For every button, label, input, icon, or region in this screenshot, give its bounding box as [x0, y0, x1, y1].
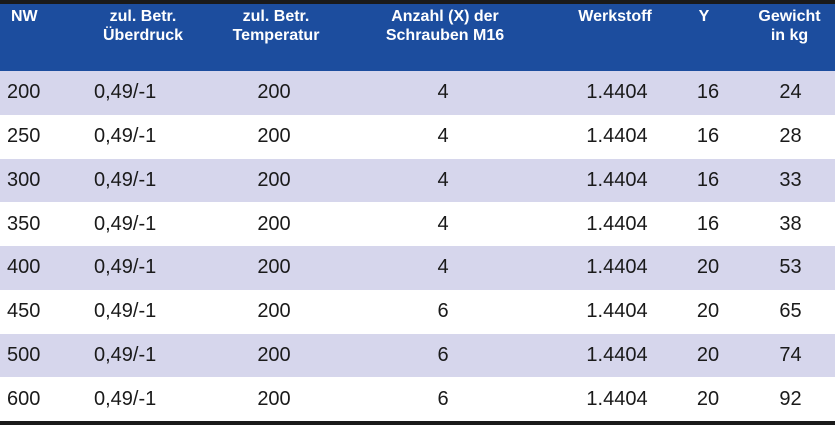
header-material-line1: Werkstoff: [578, 8, 652, 25]
header-screws: Anzahl (X) der Schrauben M16: [348, 4, 538, 71]
cell-pressure: 0,49/-1: [94, 387, 157, 410]
cell-y: 20: [696, 256, 720, 279]
cell-screws: 6: [437, 343, 449, 366]
table-row: 200 0,49/-1 200 4 1.4404 16 24: [0, 71, 835, 115]
cell-weight: 53: [779, 256, 802, 279]
cell-material: 1.4404: [586, 343, 648, 366]
header-temperature-line1: zul. Betr.: [242, 8, 310, 25]
cell-y: 16: [696, 212, 720, 235]
table-bottom-rule: [0, 421, 835, 425]
cell-y: 16: [696, 168, 720, 191]
cell-temperature: 200: [257, 168, 291, 191]
cell-weight: 24: [779, 81, 802, 104]
header-weight-line1: Gewicht: [758, 8, 821, 25]
header-nw-line1: NW: [11, 8, 38, 25]
cell-material: 1.4404: [586, 81, 648, 104]
header-nw: NW: [0, 4, 70, 71]
cell-nw: 300: [7, 168, 41, 191]
cell-y: 20: [696, 300, 720, 323]
header-pressure-line1: zul. Betr.: [109, 8, 177, 25]
header-y: Y: [668, 4, 738, 71]
cell-nw: 400: [7, 256, 41, 279]
table-header: NW zul. Betr. Überdruck zul. Betr. Tempe…: [0, 4, 835, 71]
cell-weight: 33: [779, 168, 802, 191]
cell-screws: 4: [437, 125, 449, 148]
cell-y: 20: [696, 387, 720, 410]
cell-pressure: 0,49/-1: [94, 125, 157, 148]
cell-material: 1.4404: [586, 256, 648, 279]
cell-temperature: 200: [257, 81, 291, 104]
cell-screws: 6: [437, 387, 449, 410]
header-y-line1: Y: [698, 8, 710, 25]
cell-temperature: 200: [257, 300, 291, 323]
header-pressure: zul. Betr. Überdruck: [70, 4, 200, 71]
header-weight: Gewicht in kg: [738, 4, 835, 71]
cell-weight: 92: [779, 387, 802, 410]
cell-material: 1.4404: [586, 168, 648, 191]
header-temperature-line2: Temperatur: [232, 27, 320, 44]
table-row: 500 0,49/-1 200 6 1.4404 20 74: [0, 333, 835, 378]
cell-nw: 450: [7, 300, 41, 323]
cell-screws: 6: [437, 300, 449, 323]
cell-temperature: 200: [257, 387, 291, 410]
header-temperature: zul. Betr. Temperatur: [200, 4, 348, 71]
cell-weight: 28: [779, 125, 802, 148]
cell-temperature: 200: [257, 343, 291, 366]
cell-temperature: 200: [257, 125, 291, 148]
cell-screws: 4: [437, 81, 449, 104]
cell-material: 1.4404: [586, 387, 648, 410]
cell-screws: 4: [437, 168, 449, 191]
cell-pressure: 0,49/-1: [94, 343, 157, 366]
cell-pressure: 0,49/-1: [94, 81, 157, 104]
cell-nw: 600: [7, 387, 41, 410]
cell-temperature: 200: [257, 256, 291, 279]
header-material: Werkstoff: [538, 4, 668, 71]
table-row: 300 0,49/-1 200 4 1.4404 16 33: [0, 158, 835, 203]
cell-nw: 200: [7, 81, 41, 104]
table-row: 400 0,49/-1 200 4 1.4404 20 53: [0, 246, 835, 290]
table-row: 450 0,49/-1 200 6 1.4404 20 65: [0, 289, 835, 334]
cell-weight: 65: [779, 300, 802, 323]
cell-pressure: 0,49/-1: [94, 212, 157, 235]
cell-nw: 250: [7, 125, 41, 148]
table-row: 250 0,49/-1 200 4 1.4404 16 28: [0, 114, 835, 159]
cell-pressure: 0,49/-1: [94, 300, 157, 323]
cell-pressure: 0,49/-1: [94, 168, 157, 191]
cell-y: 16: [696, 81, 720, 104]
cell-material: 1.4404: [586, 125, 648, 148]
cell-weight: 74: [779, 343, 802, 366]
table-row: 350 0,49/-1 200 4 1.4404 16 38: [0, 202, 835, 246]
header-screws-line2: Schrauben M16: [385, 27, 505, 44]
table-row: 600 0,49/-1 200 6 1.4404 20 92: [0, 377, 835, 421]
cell-pressure: 0,49/-1: [94, 256, 157, 279]
header-pressure-line2: Überdruck: [102, 27, 184, 44]
table-top-rule: [0, 0, 835, 4]
cell-weight: 38: [779, 212, 802, 235]
cell-y: 20: [696, 343, 720, 366]
header-screws-line1: Anzahl (X) der: [391, 8, 499, 25]
cell-temperature: 200: [257, 212, 291, 235]
cell-nw: 350: [7, 212, 41, 235]
cell-material: 1.4404: [586, 300, 648, 323]
header-weight-line2: in kg: [770, 27, 809, 44]
cell-y: 16: [696, 125, 720, 148]
cell-nw: 500: [7, 343, 41, 366]
cell-material: 1.4404: [586, 212, 648, 235]
cell-screws: 4: [437, 256, 449, 279]
cell-screws: 4: [437, 212, 449, 235]
